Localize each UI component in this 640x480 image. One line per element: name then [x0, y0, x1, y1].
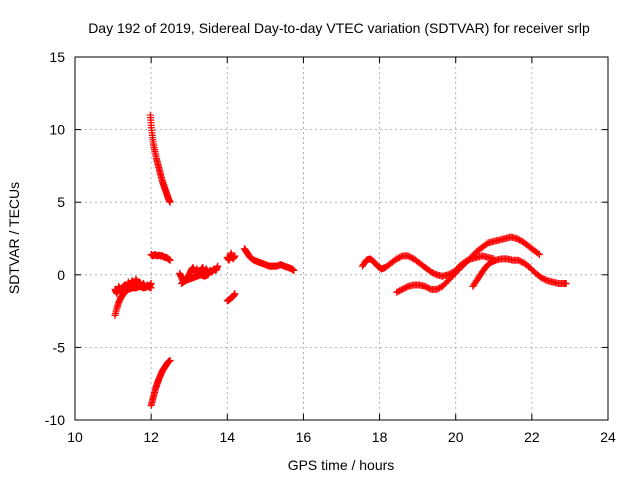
series-arc-12.7-13.8	[176, 262, 222, 286]
y-tick-labels: -10 -5 0 5 10 15	[45, 49, 65, 428]
x-tick-labels: 10 12 14 16 18 20 22 24	[67, 429, 616, 445]
data-point	[204, 271, 212, 279]
y-tick-label: 0	[57, 267, 65, 283]
x-tick-label: 20	[448, 429, 464, 445]
grid	[75, 57, 608, 420]
series-arc-12-flat	[147, 250, 174, 264]
series-arc-12-steep-down	[146, 111, 174, 206]
series-arc-12.8-13.5-low	[178, 271, 212, 288]
y-tick-label: 10	[49, 122, 65, 138]
data-point	[534, 249, 542, 257]
x-tick-label: 14	[219, 429, 235, 445]
x-tick-label: 16	[296, 429, 312, 445]
series-arc-14-short	[223, 249, 239, 264]
plot-frame	[74, 56, 609, 421]
data-point	[290, 266, 298, 274]
data-point	[535, 250, 543, 258]
data-point	[166, 256, 174, 264]
data-point	[231, 290, 239, 298]
series-arc-11-12-low	[111, 282, 155, 319]
data-point	[166, 356, 174, 364]
axis-ticks	[74, 56, 609, 421]
data-point	[166, 198, 174, 206]
data-point	[214, 262, 222, 270]
y-tick-label: 5	[57, 194, 65, 210]
series-arc-12-steep-up	[147, 356, 174, 409]
y-tick-label: -5	[53, 339, 66, 355]
series-arc-18.5-22.2	[393, 233, 543, 296]
x-tick-label: 22	[524, 429, 540, 445]
data-point	[231, 252, 239, 260]
x-axis-label: GPS time / hours	[288, 457, 395, 473]
series-arc-20.4-22.9	[469, 255, 570, 290]
data-point	[562, 280, 570, 288]
y-tick-label: 15	[49, 49, 65, 65]
x-tick-label: 12	[143, 429, 159, 445]
x-tick-label: 24	[600, 429, 616, 445]
data-points	[111, 111, 570, 409]
y-axis-label: SDTVAR / TECUs	[6, 182, 22, 294]
series-arc-14-low	[223, 290, 239, 305]
chart-title: Day 192 of 2019, Sidereal Day-to-day VTE…	[88, 20, 590, 36]
y-tick-label: -10	[45, 412, 65, 428]
x-tick-label: 10	[67, 429, 83, 445]
series-arc-14.5-15.8	[240, 245, 298, 274]
data-point	[147, 284, 155, 292]
x-tick-label: 18	[372, 429, 388, 445]
